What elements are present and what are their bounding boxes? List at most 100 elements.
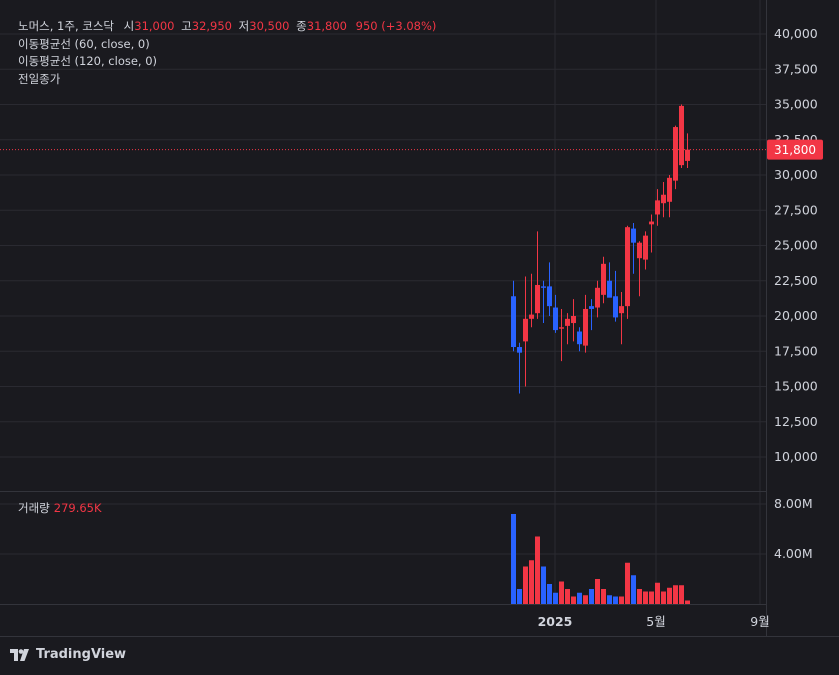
tradingview-icon	[10, 648, 29, 661]
time-tick-label: 5월	[646, 614, 665, 629]
candle-body	[643, 235, 648, 260]
volume-bar	[673, 585, 678, 604]
volume-pane[interactable]	[0, 492, 766, 604]
candle-body	[649, 221, 654, 225]
ma60-indicator[interactable]: 이동평균선 (60, close, 0)	[18, 36, 150, 51]
high-value: 32,950	[191, 19, 232, 33]
time-tick-label: 9월	[750, 614, 769, 629]
price-tick-label: 12,500	[774, 414, 818, 429]
change-value: 950 (+3.08%)	[355, 19, 437, 33]
price-axis[interactable]: 40,00037,50035,00032,50030,00027,50025,0…	[774, 26, 818, 464]
volume-bar	[511, 514, 516, 604]
candle-body	[547, 286, 552, 307]
grid-lines	[0, 0, 766, 604]
candle-body	[637, 242, 642, 259]
footer	[0, 637, 839, 671]
time-tick-label: 2025	[538, 614, 573, 629]
candle-body	[583, 308, 588, 346]
low-value: 30,500	[249, 19, 290, 33]
volume-bar	[547, 584, 552, 604]
candles	[511, 104, 690, 394]
price-tick-label: 25,000	[774, 238, 818, 253]
candle-body	[589, 306, 594, 309]
volume-bar	[613, 596, 618, 604]
volume-bar	[685, 600, 690, 604]
candle-body	[667, 177, 672, 202]
candle-body	[625, 227, 630, 307]
low-label: 저	[238, 19, 250, 33]
candle-body	[541, 286, 546, 288]
current-price-tag: 31,800	[767, 139, 823, 160]
candle-body	[613, 296, 618, 318]
volume-bar	[523, 566, 528, 604]
volume-axis[interactable]: 8.00M 4.00M	[774, 496, 813, 561]
prev-close-indicator[interactable]: 전일종가	[18, 71, 61, 86]
candle-body	[535, 284, 540, 314]
volume-bar	[661, 591, 666, 604]
volume-bar	[655, 582, 660, 604]
volume-bar	[529, 560, 534, 604]
candle-body	[559, 327, 564, 329]
ohlc-row: 노머스, 1주, 코스닥 시31,000 고32,950 저30,500 종31…	[18, 18, 436, 36]
volume-bar	[607, 595, 612, 604]
candle-body	[577, 331, 582, 345]
ma120-indicator[interactable]: 이동평균선 (120, close, 0)	[18, 54, 158, 68]
volume-bar	[679, 585, 684, 604]
volume-bar	[535, 536, 540, 604]
volume-bar	[571, 596, 576, 604]
close-value: 31,800	[306, 19, 347, 33]
time-axis[interactable]: 2025 5월 9월	[538, 614, 770, 629]
symbol-label[interactable]: 노머스, 1주, 코스닥	[18, 19, 114, 33]
volume-bar	[583, 595, 588, 604]
volume-bar	[643, 591, 648, 604]
candle-body	[679, 105, 684, 166]
candle-body	[685, 149, 690, 161]
volume-bar	[625, 562, 630, 604]
volume-bar	[649, 591, 654, 604]
candle-body	[601, 263, 606, 295]
price-tick-label: 15,000	[774, 379, 818, 394]
volume-tick-label: 8.00M	[774, 496, 813, 511]
volume-bar	[637, 589, 642, 604]
price-tick-label: 22,500	[774, 273, 818, 288]
volume-bars	[511, 514, 690, 604]
price-tick-label: 40,000	[774, 26, 818, 41]
volume-bar	[667, 587, 672, 604]
volume-bar	[595, 579, 600, 604]
volume-bar	[619, 596, 624, 604]
open-label: 시	[123, 19, 135, 33]
candle-body	[517, 347, 522, 353]
high-label: 고	[181, 19, 192, 33]
candle-body	[511, 296, 516, 348]
volume-legend[interactable]: 거래량 279.65K	[18, 500, 102, 516]
tradingview-logo[interactable]: TradingView	[10, 647, 126, 662]
price-tick-label: 10,000	[774, 449, 818, 464]
volume-label: 거래량	[18, 501, 50, 515]
volume-bar	[553, 592, 558, 604]
volume-bar	[589, 589, 594, 604]
volume-bar	[577, 592, 582, 604]
price-tick-label: 37,500	[774, 61, 818, 76]
volume-tick-label: 4.00M	[774, 546, 813, 561]
candle-body	[673, 127, 678, 181]
candle-body	[523, 318, 528, 342]
candle-body	[553, 307, 558, 331]
price-tick-label: 17,500	[774, 343, 818, 358]
candle-body	[529, 314, 534, 319]
chart-legend: 노머스, 1주, 코스닥 시31,000 고32,950 저30,500 종31…	[18, 18, 436, 88]
volume-bar	[565, 589, 570, 604]
brand-name: TradingView	[36, 647, 127, 662]
volume-bar	[517, 589, 522, 604]
open-value: 31,000	[134, 19, 175, 33]
candle-body	[619, 306, 624, 314]
candle-body	[571, 316, 576, 324]
volume-bar	[559, 581, 564, 604]
current-price-label: 31,800	[774, 143, 816, 157]
price-tick-label: 35,000	[774, 97, 818, 112]
close-label: 종	[296, 19, 307, 33]
candle-body	[565, 318, 570, 326]
price-tick-label: 27,500	[774, 202, 818, 217]
candle-body	[607, 280, 612, 298]
